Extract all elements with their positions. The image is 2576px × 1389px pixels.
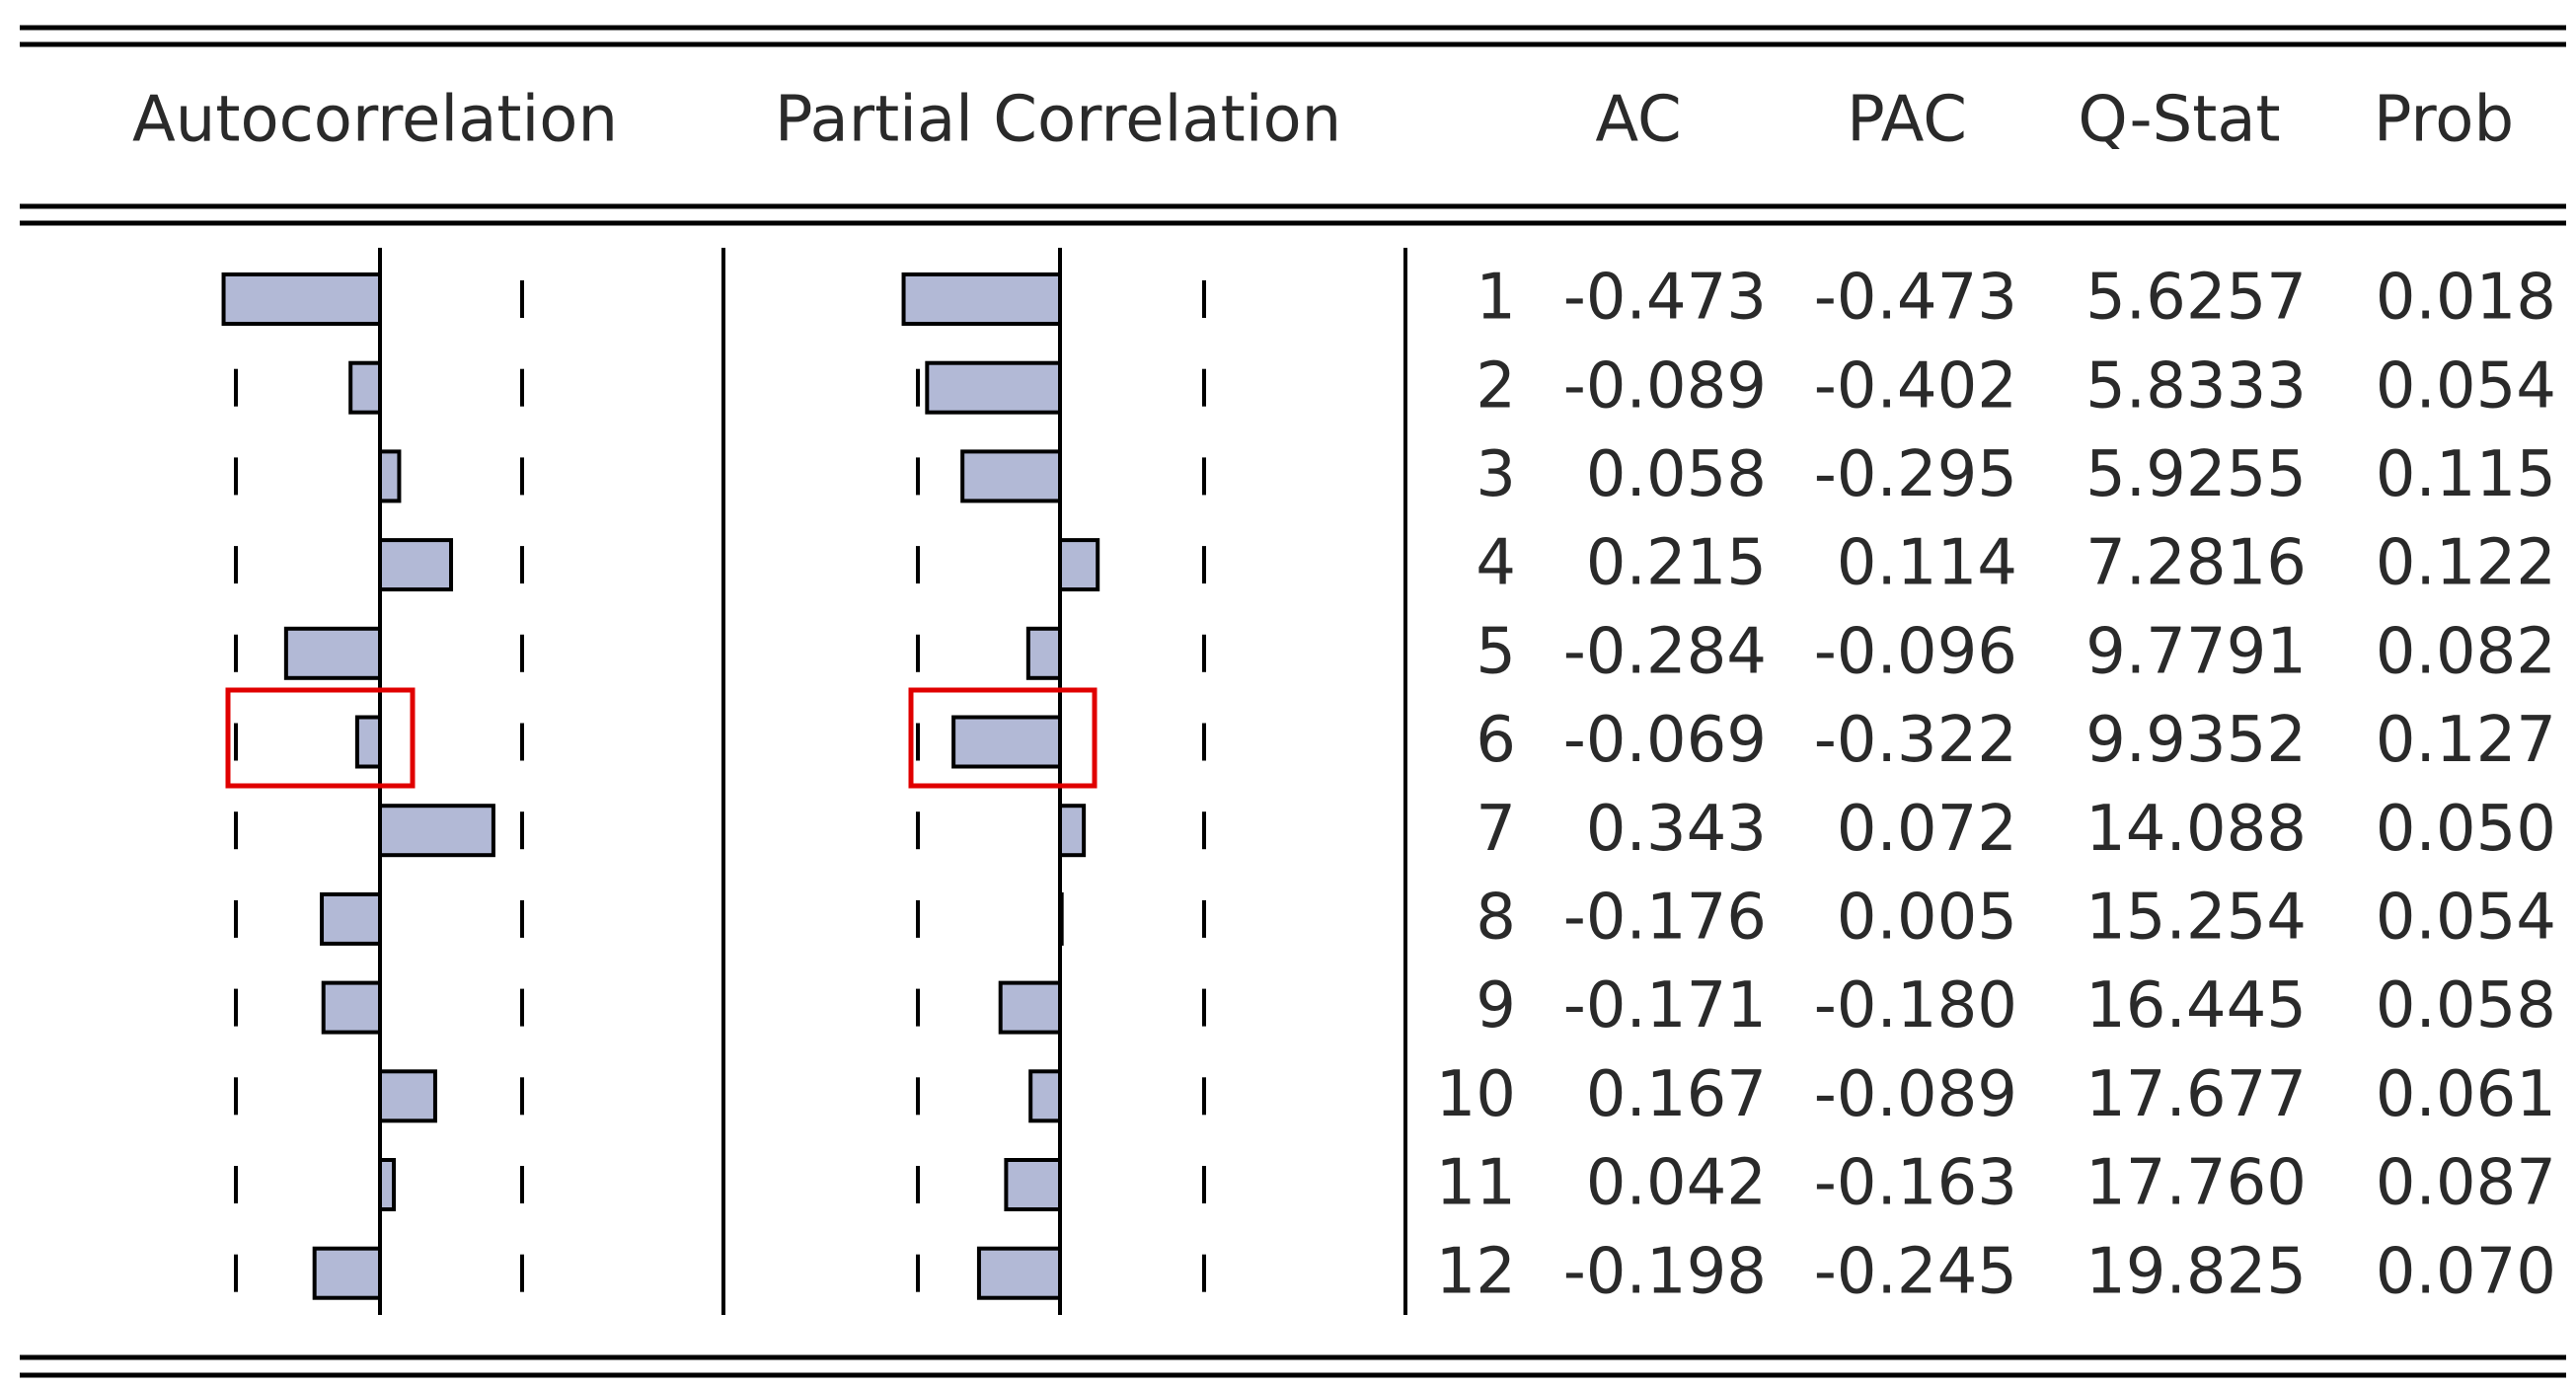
pac-bar [1058,804,1087,858]
ac-cell: 0.215 [1586,527,1767,600]
highlight-box [225,687,416,789]
ac-cell: -0.089 [1563,349,1767,423]
lag-cell: 4 [1476,527,1516,600]
qstat-cell: 19.825 [2085,1235,2307,1308]
header-pac: PAC [1847,84,1967,157]
pac-bar [1028,1069,1063,1123]
header-prob: Prob [2374,84,2514,157]
prob-cell: 0.122 [2376,527,2556,600]
ac-bar [221,272,382,326]
ac-bar [378,1069,437,1123]
pac-cell: 0.005 [1837,881,2017,954]
ac-bar [378,804,495,858]
ac-cell: 0.343 [1586,793,1767,866]
header-autocorrelation: Autocorrelation [132,84,618,157]
prob-cell: 0.082 [2376,615,2556,688]
lag-cell: 11 [1436,1147,1516,1220]
pac-cell: -0.163 [1814,1147,2017,1220]
lag-cell: 3 [1476,438,1516,511]
pac-bar [951,715,1063,769]
qstat-cell: 17.677 [2085,1058,2307,1131]
lag-cell: 1 [1476,262,1516,335]
header-partial-correlation: Partial Correlation [775,84,1341,157]
pac-bar [960,449,1062,503]
ac-cell: -0.473 [1563,262,1767,335]
lag-cell: 9 [1476,969,1516,1042]
ac-bar [283,626,382,680]
pac-bar [998,980,1063,1035]
pac-cell: -0.295 [1814,438,2017,511]
pac-bar [1058,891,1064,946]
qstat-cell: 7.2816 [2085,527,2307,600]
qstat-cell: 16.445 [2085,969,2307,1042]
ac-cell: -0.176 [1563,881,1767,954]
ac-bar [321,980,382,1035]
ac-cell: -0.284 [1563,615,1767,688]
header-ac: AC [1595,84,1681,157]
ac-bar [378,1158,397,1211]
header-qstat: Q-Stat [2078,84,2280,157]
ac-cell: 0.042 [1586,1147,1767,1220]
ac-bar [320,891,383,946]
pac-cell: -0.245 [1814,1235,2017,1308]
prob-cell: 0.058 [2376,969,2556,1042]
pac-bar [901,272,1062,326]
qstat-cell: 5.8333 [2085,349,2307,423]
pac-cell: -0.180 [1814,969,2017,1042]
ac-bar [354,715,383,769]
qstat-cell: 5.6257 [2085,262,2307,335]
prob-cell: 0.054 [2376,881,2556,954]
ac-cell: 0.058 [1586,438,1767,511]
qstat-cell: 5.9255 [2085,438,2307,511]
ac-cell: -0.171 [1563,969,1767,1042]
lag-cell: 12 [1436,1235,1516,1308]
lag-cell: 10 [1436,1058,1516,1131]
pac-cell: -0.096 [1814,615,2017,688]
pac-cell: 0.072 [1837,793,2017,866]
ac-bar [312,1246,383,1300]
ac-cell: -0.069 [1563,704,1767,777]
qstat-cell: 14.088 [2085,793,2307,866]
pac-cell: -0.473 [1814,262,2017,335]
pac-bar [1004,1158,1063,1211]
prob-cell: 0.054 [2376,349,2556,423]
qstat-cell: 17.760 [2085,1147,2307,1220]
qstat-cell: 15.254 [2085,881,2307,954]
prob-cell: 0.018 [2376,262,2556,335]
lag-cell: 7 [1476,793,1516,866]
rows: 1 -0.473 -0.473 5.6257 0.018 2 -0.089 -0.402 5.8… [221,248,2556,1315]
prob-cell: 0.127 [2376,704,2556,777]
pac-bar [1025,626,1062,680]
prob-cell: 0.087 [2376,1147,2556,1220]
pac-cell: -0.089 [1814,1058,2017,1131]
ac-bar [348,360,382,415]
prob-cell: 0.061 [2376,1058,2556,1131]
lag-cell: 2 [1476,349,1516,423]
pac-cell: 0.114 [1837,527,2017,600]
qstat-cell: 9.7791 [2085,615,2307,688]
qstat-cell: 9.9352 [2085,704,2307,777]
lag-cell: 5 [1476,615,1516,688]
prob-cell: 0.070 [2376,1235,2556,1308]
pac-bar [1058,538,1100,592]
pac-cell: -0.322 [1814,704,2017,777]
ac-bar [378,538,454,592]
ac-bar [378,449,402,503]
pac-bar [976,1246,1062,1300]
lag-cell: 6 [1476,704,1516,777]
lag-cell: 8 [1476,881,1516,954]
highlight-box [908,687,1098,789]
pac-cell: -0.402 [1814,349,2017,423]
pac-bar [925,360,1063,415]
ac-cell: 0.167 [1586,1058,1767,1131]
prob-cell: 0.115 [2376,438,2556,511]
ac-cell: -0.198 [1563,1235,1767,1308]
prob-cell: 0.050 [2376,793,2556,866]
